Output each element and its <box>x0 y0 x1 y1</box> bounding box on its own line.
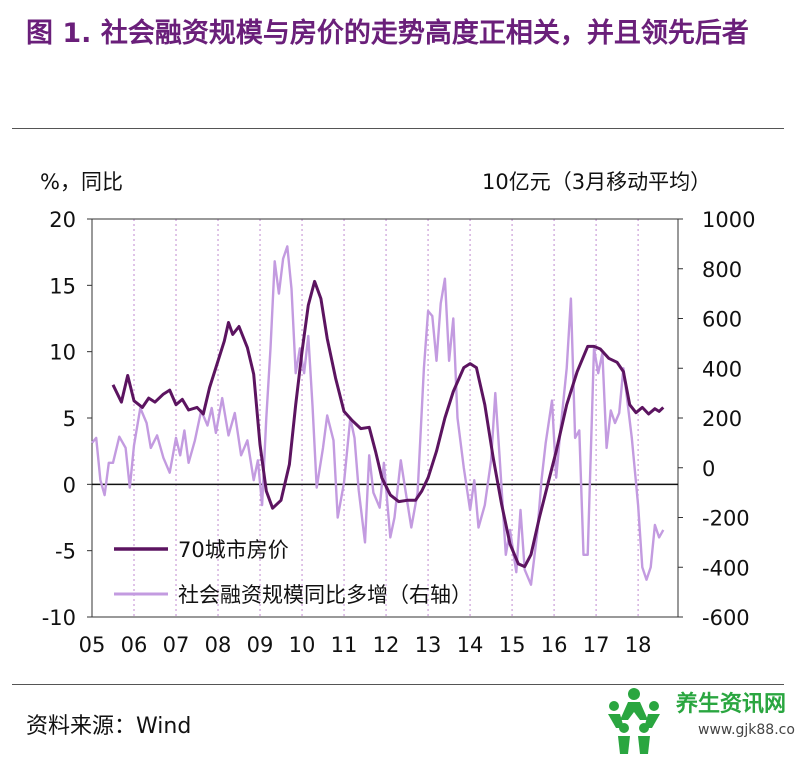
left-tick-label: 5 <box>63 407 76 431</box>
left-tick-label: 15 <box>49 274 76 298</box>
watermark-figures-icon <box>608 688 660 754</box>
right-tick-label: 400 <box>702 357 742 381</box>
legend-label: 70城市房价 <box>178 538 289 562</box>
x-tick-label: 18 <box>625 633 652 657</box>
x-tick-label: 09 <box>247 633 274 657</box>
x-tick-label: 05 <box>79 633 106 657</box>
x-tick-label: 13 <box>415 633 442 657</box>
x-tick-label: 12 <box>373 633 400 657</box>
left-axis-unit: %，同比 <box>40 170 123 194</box>
page-title: 图 1. 社会融资规模与房价的走势高度正相关，并且领先后者 <box>26 18 749 49</box>
left-tick-label: 0 <box>63 473 76 497</box>
x-tick-label: 07 <box>163 633 190 657</box>
left-tick-label: -5 <box>55 540 76 564</box>
x-tick-label: 17 <box>583 633 610 657</box>
right-tick-label: 800 <box>702 258 742 282</box>
right-tick-label: -600 <box>702 606 750 630</box>
right-tick-label: 600 <box>702 308 742 332</box>
watermark-url: www.gjk88.com <box>698 722 796 738</box>
x-tick-label: 16 <box>541 633 568 657</box>
right-axis-unit: 10亿元（3月移动平均） <box>482 170 712 194</box>
watermark-logo: 养生资讯网 www.gjk88.com <box>590 680 796 762</box>
series-line-house-price <box>111 279 665 569</box>
left-tick-label: 20 <box>49 208 76 232</box>
x-tick-label: 11 <box>331 633 358 657</box>
right-tick-label: 200 <box>702 407 742 431</box>
series-line-social-financing <box>91 245 665 586</box>
x-tick-label: 06 <box>121 633 148 657</box>
right-tick-label: 0 <box>702 457 715 481</box>
x-tick-label: 15 <box>499 633 526 657</box>
source-note: 资料来源：Wind <box>26 714 192 739</box>
right-tick-label: -400 <box>702 556 750 580</box>
x-tick-label: 14 <box>457 633 484 657</box>
legend-label: 社会融资规模同比多增（右轴） <box>178 583 472 607</box>
footer-divider <box>12 684 784 685</box>
watermark-brand: 养生资讯网 <box>676 692 787 717</box>
right-tick-label: 1000 <box>702 208 755 232</box>
x-tick-label: 08 <box>205 633 232 657</box>
chart-canvas: -10-505101520-600-400-200020040060080010… <box>42 208 756 657</box>
x-tick-label: 10 <box>289 633 316 657</box>
right-tick-label: -200 <box>702 507 750 531</box>
left-tick-label: -10 <box>42 606 76 630</box>
left-tick-label: 10 <box>49 341 76 365</box>
title-divider <box>12 128 784 129</box>
